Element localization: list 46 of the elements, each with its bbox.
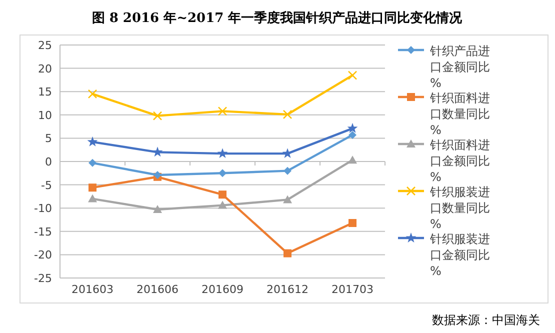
- x-tick-label: 201606: [136, 283, 178, 296]
- point: [282, 148, 293, 158]
- chart-title: 图 8 2016 年~2017 年一季度我国针织产品进口同比变化情况: [92, 10, 464, 26]
- point: [87, 136, 98, 146]
- source-note: 数据来源：中国海关: [432, 313, 540, 327]
- y-tick-label: -15: [34, 225, 52, 238]
- point: [88, 194, 97, 202]
- y-tick-label: -5: [41, 178, 52, 192]
- y-tick-label: 15: [38, 86, 52, 99]
- x-tick-label: 201612: [266, 283, 308, 296]
- point: [283, 195, 292, 204]
- y-tick-label: -25: [34, 272, 52, 285]
- legend-label: 针织面料进口金额同比%: [429, 138, 490, 184]
- point: [153, 205, 162, 213]
- point: [88, 158, 96, 167]
- legend-label: 针织服装进口金额同比%: [429, 232, 490, 278]
- point: [217, 148, 228, 158]
- point: [152, 111, 162, 120]
- y-tick-label: -10: [34, 202, 52, 216]
- point: [218, 106, 228, 116]
- y-tick-label: 0: [45, 156, 52, 168]
- point: [218, 190, 226, 199]
- y-tick-label: 5: [45, 132, 52, 146]
- point: [348, 130, 356, 139]
- point: [284, 249, 292, 258]
- point: [218, 200, 227, 209]
- point: [88, 89, 98, 99]
- x-tick-label: 201609: [202, 283, 244, 296]
- point: [152, 146, 163, 157]
- legend-label: 针织服装进口数量同比%: [429, 185, 490, 231]
- point: [218, 169, 226, 178]
- y-tick-label: -20: [34, 248, 52, 262]
- y-tick-label: 20: [38, 62, 52, 76]
- legend-label: 针织产品进口金额同比%: [429, 44, 490, 90]
- x-tick-label: 201703: [332, 283, 374, 296]
- legend-label: 针织面料进口数量同比%: [429, 91, 490, 137]
- x-tick-label: 201603: [72, 283, 114, 296]
- point: [282, 110, 292, 120]
- point: [284, 166, 292, 175]
- point: [347, 122, 358, 133]
- point: [348, 156, 357, 164]
- point: [348, 219, 356, 228]
- point: [348, 70, 358, 80]
- y-tick-label: 25: [38, 39, 52, 52]
- y-tick-label: 10: [38, 108, 52, 122]
- point: [88, 184, 96, 192]
